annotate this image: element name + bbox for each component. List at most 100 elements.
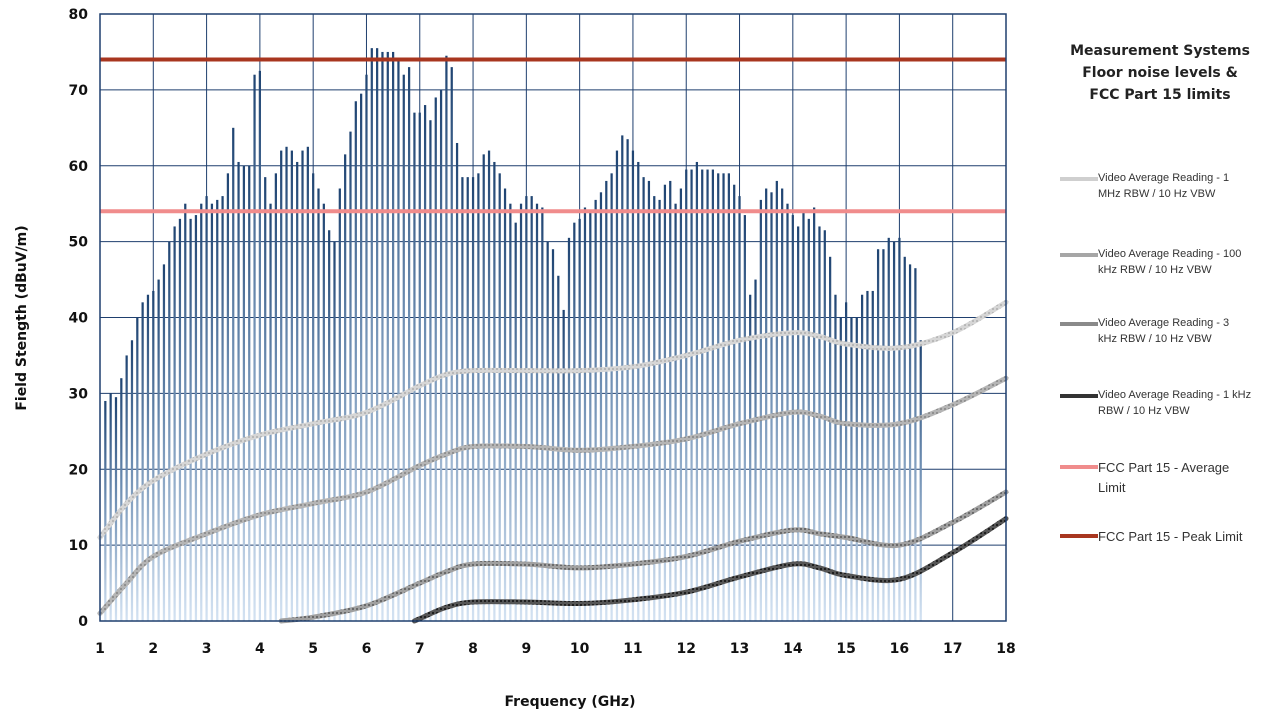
bar bbox=[850, 317, 853, 621]
y-tick-label: 30 bbox=[69, 386, 89, 402]
plot-border bbox=[99, 13, 1007, 622]
bar bbox=[599, 192, 603, 621]
bar bbox=[328, 230, 331, 621]
bar bbox=[706, 169, 709, 621]
bar bbox=[908, 264, 912, 621]
bar bbox=[333, 241, 336, 621]
bar bbox=[663, 184, 667, 621]
bar bbox=[738, 196, 741, 621]
bar bbox=[423, 105, 427, 622]
bar bbox=[381, 51, 384, 621]
bar bbox=[312, 173, 315, 621]
bar bbox=[162, 264, 166, 621]
bar bbox=[306, 146, 309, 621]
bar bbox=[386, 51, 389, 621]
bar bbox=[887, 237, 890, 622]
bar bbox=[535, 203, 539, 621]
legend-swatch-peak-limit bbox=[1060, 534, 1098, 538]
bar bbox=[834, 294, 837, 621]
y-tick-label: 60 bbox=[69, 159, 89, 175]
bar bbox=[876, 249, 880, 621]
bar bbox=[370, 48, 373, 622]
curve-100khz-rbw bbox=[97, 375, 1009, 616]
bar bbox=[189, 218, 192, 622]
x-tick-label: 9 bbox=[521, 641, 531, 657]
x-tick-label: 11 bbox=[623, 641, 642, 657]
bar bbox=[637, 161, 640, 622]
bar bbox=[413, 112, 416, 621]
bar bbox=[365, 74, 368, 621]
bar bbox=[679, 188, 683, 621]
bar bbox=[498, 173, 501, 621]
bar bbox=[541, 207, 544, 621]
bar bbox=[450, 67, 453, 622]
bar bbox=[717, 173, 720, 621]
bar bbox=[642, 177, 645, 621]
bar bbox=[781, 188, 784, 621]
legend-label-line: FCC Part 15 - Average bbox=[1098, 460, 1230, 475]
bar bbox=[232, 127, 235, 621]
legend-label-line: kHz RBW / 10 Hz VBW bbox=[1098, 333, 1212, 345]
bar bbox=[344, 154, 347, 621]
x-tick-label: 16 bbox=[890, 641, 909, 657]
x-tick-label: 4 bbox=[255, 641, 265, 657]
bar bbox=[360, 93, 363, 621]
bar bbox=[477, 173, 480, 621]
bar bbox=[765, 188, 768, 621]
x-tick-label: 12 bbox=[676, 641, 695, 657]
bar bbox=[226, 173, 230, 621]
x-tick-label: 3 bbox=[202, 641, 212, 657]
x-tick-labels: 1 2 3 4 5 6 7 8 9 10 11 12 13 14 15 16 17 18 bbox=[95, 641, 1016, 657]
bar bbox=[525, 196, 528, 621]
bar bbox=[258, 70, 262, 621]
bar bbox=[120, 378, 123, 621]
bar bbox=[690, 169, 693, 621]
y-tick-label: 50 bbox=[69, 235, 89, 251]
y-tick-label: 0 bbox=[78, 614, 88, 630]
noise-floor-curves bbox=[97, 299, 1009, 624]
legend-label-line: kHz RBW / 10 Hz VBW bbox=[1098, 264, 1212, 276]
y-tick-label: 20 bbox=[69, 462, 89, 478]
bar bbox=[285, 146, 288, 621]
bar bbox=[903, 256, 906, 621]
bar bbox=[248, 165, 251, 621]
bar bbox=[200, 203, 203, 621]
bar bbox=[860, 294, 864, 621]
y-axis-title: Field Stength (dBuV/m) bbox=[14, 225, 30, 410]
bar bbox=[503, 188, 507, 621]
bar bbox=[104, 400, 107, 621]
bar bbox=[322, 203, 325, 621]
bar bbox=[722, 173, 725, 621]
bar bbox=[519, 203, 523, 621]
bar bbox=[391, 51, 395, 621]
bar bbox=[695, 161, 699, 622]
bar bbox=[818, 226, 821, 621]
x-tick-label: 5 bbox=[308, 641, 318, 657]
bar bbox=[264, 177, 267, 621]
legend-swatch-3khz bbox=[1060, 322, 1098, 326]
bar bbox=[594, 199, 597, 622]
bar bbox=[407, 67, 411, 622]
bar bbox=[605, 180, 608, 622]
bar bbox=[567, 237, 571, 622]
reference-lines bbox=[100, 57, 1006, 214]
legend-item-1khz: Video Average Reading - 1 kHz RBW / 10 H… bbox=[1060, 387, 1274, 419]
x-tick-label: 6 bbox=[362, 641, 372, 657]
x-tick-label: 15 bbox=[836, 641, 855, 657]
bar bbox=[685, 169, 688, 621]
bar bbox=[802, 211, 805, 621]
bar bbox=[578, 218, 581, 622]
bar bbox=[466, 177, 469, 621]
bar bbox=[274, 173, 277, 621]
bar bbox=[109, 393, 112, 621]
bar bbox=[610, 173, 613, 621]
x-tick-label: 17 bbox=[943, 641, 962, 657]
bar bbox=[546, 241, 549, 621]
x-axis-title: Frequency (GHz) bbox=[505, 694, 636, 710]
y-tick-label: 80 bbox=[69, 7, 89, 23]
x-tick-label: 2 bbox=[148, 641, 158, 657]
curve-1mhz-rbw bbox=[97, 299, 1009, 540]
y-tick-label: 70 bbox=[69, 83, 89, 99]
bar bbox=[669, 180, 672, 622]
bar bbox=[807, 218, 810, 622]
